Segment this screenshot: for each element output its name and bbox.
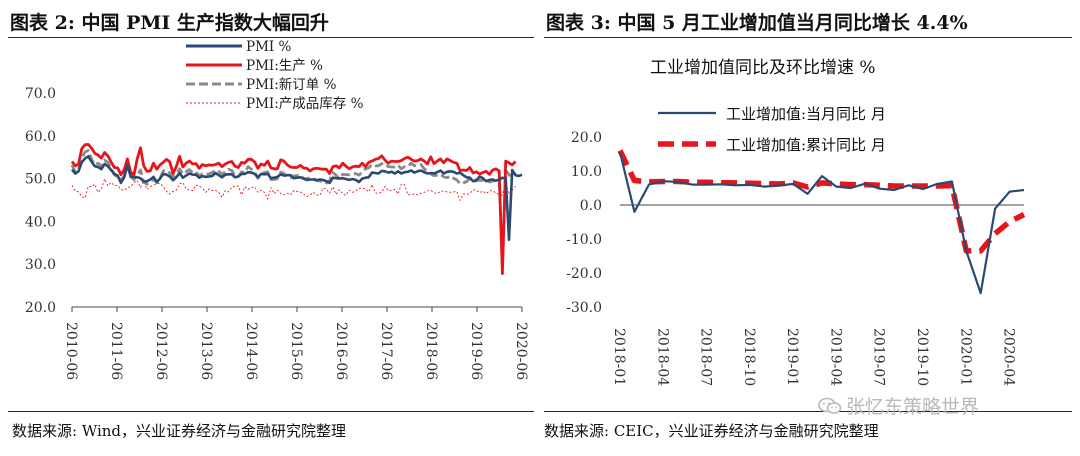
left-x-tick-label: 2012-06 bbox=[153, 322, 169, 380]
left-y-tick-label: 30.0 bbox=[25, 257, 56, 273]
right-y-tick-label: 20.0 bbox=[571, 130, 602, 146]
right-y-tick-label: -20.0 bbox=[566, 266, 602, 282]
left-chart-svg: 20.0 30.0 40.0 50.0 60.0 70.0 2010-06 2011-06 20… bbox=[25, 39, 529, 380]
right-y-tick-label: 10.0 bbox=[571, 164, 602, 180]
left-series-line-2 bbox=[70, 148, 517, 269]
watermark-text: 张忆东策略世界 bbox=[846, 396, 980, 418]
left-series-line-3 bbox=[71, 178, 516, 201]
left-x-tick-label: 2020-06 bbox=[513, 322, 529, 380]
right-x-tick-label: 2019-01 bbox=[784, 328, 800, 386]
left-source-note: 数据来源: Wind，兴业证券经济与金融研究院整理 bbox=[12, 422, 347, 440]
left-y-tick-label: 70.0 bbox=[25, 86, 56, 102]
right-legend-label: 工业增加值:累计同比 月 bbox=[726, 136, 886, 154]
left-x-tick-label: 2010-06 bbox=[63, 322, 79, 380]
right-chart-subtitle: 工业增加值同比及环比增速 % bbox=[650, 58, 876, 78]
right-chart-panel: 图表 3: 中国 5 月工业增加值当月同比增长 4.4% 工业增加值同比及环比增… bbox=[540, 0, 1080, 456]
right-x-tick-label: 2018-01 bbox=[611, 328, 627, 386]
wechat-icon bbox=[818, 397, 842, 414]
left-x-tick-label: 2015-06 bbox=[288, 322, 304, 380]
right-source-note: 数据来源: CEIC，兴业证券经济与金融研究院整理 bbox=[544, 422, 879, 440]
left-y-tick-label: 60.0 bbox=[25, 129, 56, 145]
left-y-tick-label: 20.0 bbox=[25, 300, 56, 316]
watermark: 张忆东策略世界 bbox=[818, 392, 979, 419]
left-x-tick-label: 2013-06 bbox=[198, 322, 214, 380]
left-x-tick-label: 2017-06 bbox=[378, 322, 394, 380]
left-x-tick-label: 2011-06 bbox=[108, 322, 124, 380]
left-chart-panel: 图表 2: 中国 PMI 生产指数大幅回升 20.0 30.0 40.0 50.0 60… bbox=[8, 12, 534, 440]
right-y-tick-label: -30.0 bbox=[566, 300, 602, 316]
right-x-tick-label: 2018-10 bbox=[741, 328, 757, 386]
left-x-tick-label: 2019-06 bbox=[468, 322, 484, 380]
left-legend-label: PMI:新订单 % bbox=[246, 77, 337, 93]
right-top-rule bbox=[544, 37, 1072, 38]
right-x-tick-label: 2020-04 bbox=[1001, 328, 1017, 386]
left-y-tick-label: 40.0 bbox=[25, 214, 56, 230]
right-y-tick-label: 0.0 bbox=[580, 198, 602, 214]
left-bottom-rule bbox=[8, 411, 534, 412]
left-x-tick-label: 2014-06 bbox=[243, 322, 259, 380]
right-x-tick-label: 2020-01 bbox=[957, 328, 973, 386]
left-top-rule bbox=[8, 37, 534, 38]
left-x-tick-label: 2016-06 bbox=[333, 322, 349, 380]
right-chart-title: 图表 3: 中国 5 月工业增加值当月同比增长 4.4% bbox=[546, 12, 968, 34]
right-x-tick-label: 2019-04 bbox=[827, 328, 843, 386]
left-legend-label: PMI:产成品库存 % bbox=[246, 96, 364, 112]
right-chart-svg: 工业增加值同比及环比增速 % 20.0 10.0 0.0 -10.0 -20.0 -30.0… bbox=[566, 58, 1026, 386]
right-x-tick-label: 2019-07 bbox=[871, 328, 887, 386]
right-x-tick-label: 2018-04 bbox=[654, 328, 670, 386]
right-bottom-rule bbox=[544, 411, 1072, 412]
left-chart-title: 图表 2: 中国 PMI 生产指数大幅回升 bbox=[10, 12, 329, 34]
right-x-tick-label: 2018-07 bbox=[698, 328, 714, 386]
left-legend-label: PMI:生产 % bbox=[246, 58, 323, 74]
right-legend-label: 工业增加值:当月同比 月 bbox=[726, 105, 886, 123]
left-legend-label: PMI % bbox=[246, 39, 292, 55]
left-series-line-0 bbox=[71, 155, 523, 242]
left-series-line-1 bbox=[70, 142, 517, 276]
left-y-tick-label: 50.0 bbox=[25, 172, 56, 188]
right-y-tick-label: -10.0 bbox=[566, 232, 602, 248]
right-x-tick-label: 2019-10 bbox=[914, 328, 930, 386]
right-series-line-0 bbox=[618, 152, 1025, 295]
left-x-tick-label: 2018-06 bbox=[423, 322, 439, 380]
